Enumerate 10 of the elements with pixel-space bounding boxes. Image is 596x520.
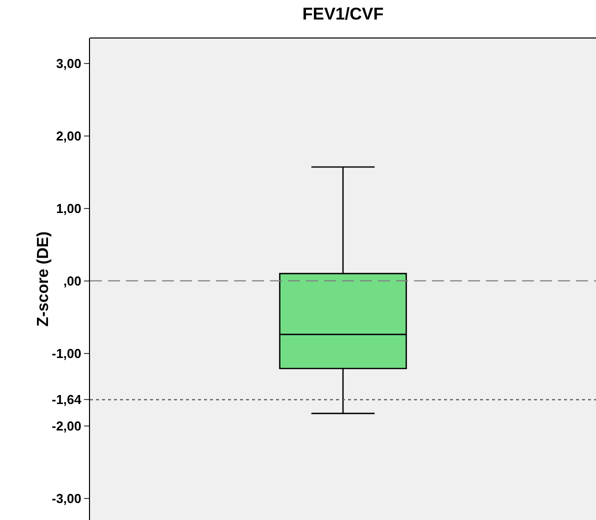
y-tick-label: 2,00 bbox=[56, 128, 82, 144]
y-tick-label: -1,64 bbox=[52, 392, 82, 408]
chart-title: FEV1/CVF bbox=[302, 4, 384, 24]
y-tick-label: -3,00 bbox=[52, 490, 82, 506]
y-tick-label: ,00 bbox=[63, 273, 82, 288]
y-axis-title: Z-score (DE) bbox=[35, 231, 52, 327]
y-tick-label: 1,00 bbox=[56, 200, 82, 216]
y-tick-label: -1,00 bbox=[52, 346, 82, 361]
y-tick-label: 3,00 bbox=[56, 56, 82, 71]
y-tick-label: -2,00 bbox=[52, 418, 82, 434]
